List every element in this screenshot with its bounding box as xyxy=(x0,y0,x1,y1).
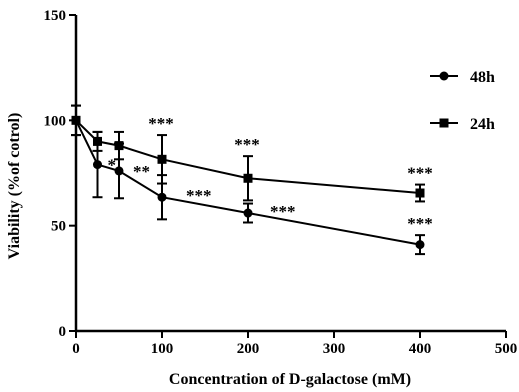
significance-label: *** xyxy=(148,114,174,133)
y-tick-label: 150 xyxy=(44,8,67,24)
data-point xyxy=(157,154,167,164)
x-tick-label: 100 xyxy=(151,341,174,357)
series-line-48h xyxy=(75,119,421,246)
x-tick-label: 500 xyxy=(495,341,518,357)
data-point xyxy=(243,208,253,218)
x-tick-label: 300 xyxy=(323,341,346,357)
significance-label: *** xyxy=(270,202,296,221)
axes: 0 50 100 150 0 100 200 300 400 500 xyxy=(44,8,518,357)
data-point xyxy=(114,141,124,151)
data-point xyxy=(93,136,102,146)
data-point xyxy=(157,192,167,202)
data-point xyxy=(243,173,253,183)
legend-item-48h: 48h xyxy=(430,69,495,86)
legend-marker xyxy=(439,71,449,81)
legend-label: 24h xyxy=(470,116,495,133)
legend-marker xyxy=(439,118,449,128)
x-tick-label: 400 xyxy=(409,341,432,357)
significance-label: ** xyxy=(133,162,150,181)
significance-label: *** xyxy=(234,135,260,154)
data-point xyxy=(114,166,124,176)
y-tick-label: 0 xyxy=(59,324,67,340)
data-point xyxy=(93,160,102,170)
significance-label: *** xyxy=(407,164,433,183)
legend: 48h 24h xyxy=(430,69,495,133)
significance-label: * xyxy=(108,156,117,175)
x-axis-title: Concentration of D-galactose (mM) xyxy=(169,371,411,388)
data-point xyxy=(415,240,425,250)
y-tick-label: 50 xyxy=(51,219,66,235)
series-24h: ********* xyxy=(71,104,433,203)
legend-item-24h: 24h xyxy=(430,116,495,133)
significance-label: *** xyxy=(407,214,433,233)
x-tick-label: 0 xyxy=(72,341,80,357)
y-tick-label: 100 xyxy=(44,113,67,129)
plot-area: * ******************** xyxy=(71,104,433,256)
x-tick-label: 200 xyxy=(237,341,260,357)
significance-label: *** xyxy=(186,186,212,205)
data-point xyxy=(415,188,425,198)
legend-label: 48h xyxy=(470,69,495,86)
y-axis-title: Viability (%of cotrol) xyxy=(6,113,23,260)
